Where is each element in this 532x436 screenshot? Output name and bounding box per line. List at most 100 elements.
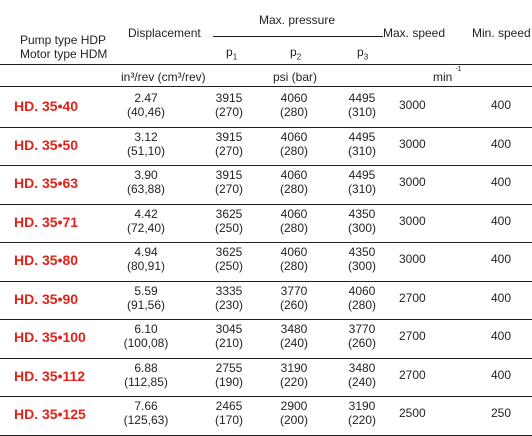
displacement-cell-value: 2.47: [134, 91, 158, 105]
p2-cell-metric: (260): [279, 298, 308, 312]
p1-cell: 3915 (270): [209, 91, 249, 119]
min-speed-cell: 400: [491, 137, 512, 151]
max-speed-cell: 3000: [399, 98, 426, 112]
p1-cell: 2465 (170): [209, 399, 249, 427]
header-min-speed: Min. speed: [472, 26, 531, 40]
min-speed-cell: 400: [491, 368, 512, 382]
p1-cell-metric: (250): [214, 221, 243, 235]
p2-cell-metric: (280): [279, 105, 308, 119]
model-name: HD. 35•100: [14, 329, 86, 345]
row-divider: [0, 127, 532, 128]
p2-cell: 3770 (260): [274, 284, 314, 312]
p1-cell: 3045 (210): [209, 322, 249, 350]
displacement-cell: 3.90 (63,88): [117, 168, 175, 196]
p2-cell-value: 3770: [280, 284, 308, 298]
p1-cell-metric: (210): [214, 336, 243, 350]
displacement-cell-metric: (40,46): [126, 105, 166, 119]
max-speed-cell: 3000: [399, 175, 426, 189]
p1-cell: 3915 (270): [209, 130, 249, 158]
p3-cell-metric: (280): [347, 298, 376, 312]
model-name: HD. 35•63: [14, 175, 79, 191]
p3-cell: 4350 (300): [342, 207, 382, 235]
p2-cell-metric: (280): [279, 221, 308, 235]
displacement-cell-metric: (72,40): [126, 221, 166, 235]
p2-cell-value: 3190: [280, 361, 308, 375]
p2-cell: 3190 (220): [274, 361, 314, 389]
displacement-cell-value: 6.88: [134, 361, 158, 375]
min-speed-cell: 400: [491, 291, 512, 305]
row-divider: [0, 204, 532, 205]
p3-cell-metric: (300): [347, 221, 376, 235]
p1-cell-metric: (250): [214, 259, 243, 273]
p1-cell-value: 3915: [215, 91, 243, 105]
p1-cell: 2755 (190): [209, 361, 249, 389]
displacement-cell: 4.94 (80,91): [117, 245, 175, 273]
p3-cell: 4350 (300): [342, 245, 382, 273]
p1-cell: 3625 (250): [209, 245, 249, 273]
units-pressure: psi (bar): [273, 70, 318, 84]
min-speed-cell: 400: [491, 98, 512, 112]
p2-cell-metric: (200): [279, 413, 308, 427]
p1-cell-metric: (230): [214, 298, 243, 312]
header-displacement: Displacement: [128, 26, 201, 40]
model-name: HD. 35•40: [14, 98, 79, 114]
model-name: HD. 35•90: [14, 291, 79, 307]
p1-cell-metric: (270): [214, 105, 243, 119]
p3-cell-value: 3770: [348, 322, 376, 336]
p1-cell-metric: (190): [214, 375, 243, 389]
p3-cell-metric: (260): [347, 336, 376, 350]
header-p2: p2: [290, 45, 302, 62]
p3-cell: 4060 (280): [342, 284, 382, 312]
p3-cell-value: 4060: [348, 284, 376, 298]
p1-cell: 3335 (230): [209, 284, 249, 312]
p3-cell-value: 4495: [348, 91, 376, 105]
p3-cell-metric: (310): [347, 182, 376, 196]
row-divider: [0, 319, 532, 320]
displacement-cell-value: 6.10: [134, 322, 158, 336]
max-speed-cell: 3000: [399, 252, 426, 266]
p1-cell-value: 2465: [215, 399, 243, 413]
p3-cell-value: 4350: [348, 207, 376, 221]
p3-cell-value: 4495: [348, 168, 376, 182]
row-divider: [0, 358, 532, 359]
p1-cell-value: 3915: [215, 168, 243, 182]
units-displacement: in³/rev (cm³/rev): [121, 70, 206, 84]
displacement-cell-value: 7.66: [134, 399, 158, 413]
displacement-cell-value: 5.59: [134, 284, 158, 298]
p1-cell-value: 3045: [215, 322, 243, 336]
p3-cell: 4495 (310): [342, 91, 382, 119]
p1-cell: 3625 (250): [209, 207, 249, 235]
p2-cell-metric: (220): [279, 375, 308, 389]
displacement-cell-metric: (125,63): [123, 413, 169, 427]
displacement-cell: 6.10 (100,08): [117, 322, 175, 350]
header-motor-type: Motor type HDM: [20, 47, 108, 61]
model-name: HD. 35•80: [14, 252, 79, 268]
p1-cell-value: 3625: [215, 245, 243, 259]
row-divider: [0, 396, 532, 397]
p1-cell-value: 3335: [215, 284, 243, 298]
p2-cell: 4060 (280): [274, 91, 314, 119]
max-speed-cell: 2500: [399, 406, 426, 420]
p2-cell-value: 2900: [280, 399, 308, 413]
p1-cell-metric: (170): [214, 413, 243, 427]
p2-cell-value: 3480: [280, 322, 308, 336]
min-speed-cell: 400: [491, 175, 512, 189]
displacement-cell-metric: (100,08): [123, 336, 169, 350]
model-name: HD. 35•50: [14, 137, 79, 153]
p1-cell-metric: (270): [214, 182, 243, 196]
header-max-speed: Max. speed: [383, 26, 446, 40]
rule-units-top: [0, 64, 532, 65]
displacement-cell: 3.12 (51,10): [117, 130, 175, 158]
model-name: HD. 35•112: [14, 368, 86, 384]
p2-cell: 4060 (280): [274, 245, 314, 273]
displacement-cell: 6.88 (112,85): [117, 361, 175, 389]
displacement-cell-metric: (51,10): [126, 144, 166, 158]
p2-cell-value: 4060: [280, 168, 308, 182]
p2-cell-value: 4060: [280, 245, 308, 259]
max-speed-cell: 3000: [399, 137, 426, 151]
p3-cell-metric: (240): [347, 375, 376, 389]
p3-cell-metric: (300): [347, 259, 376, 273]
p3-cell: 4495 (310): [342, 130, 382, 158]
displacement-cell: 7.66 (125,63): [117, 399, 175, 427]
